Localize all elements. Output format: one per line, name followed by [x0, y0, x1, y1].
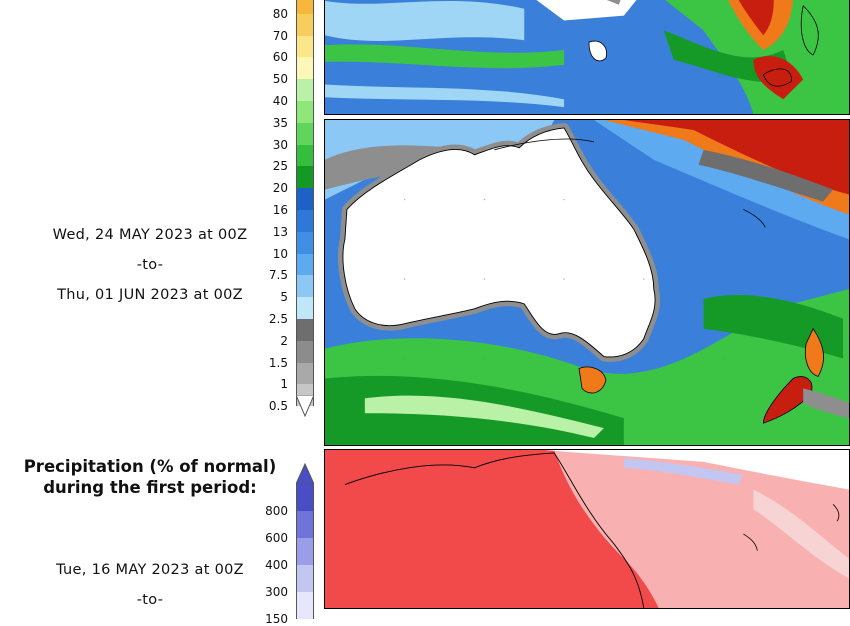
precip-legend-tick-label: 30	[272, 137, 288, 152]
precip-legend-tick-label: 7.5	[268, 268, 288, 283]
period-start-date: Wed, 24 MAY 2023 at 00Z	[52, 227, 248, 243]
percent-normal-map	[324, 449, 850, 609]
percent-legend-tick-label: 150	[265, 612, 288, 626]
percent-legend-swatch	[296, 538, 314, 565]
percent-legend-tick-label: 400	[265, 558, 288, 572]
precip-legend-swatch	[296, 210, 314, 232]
precip-legend-tick-label: 0.5	[268, 399, 288, 414]
precip-legend-tick-label: 1.5	[268, 355, 288, 370]
precip-legend-swatch	[296, 13, 314, 36]
precip-legend-swatch	[296, 122, 314, 145]
precip-legend-swatch	[296, 319, 314, 341]
precip-legend-tick-label: 13	[272, 224, 288, 239]
precip-legend-tick-label: 40	[272, 94, 288, 108]
precip-legend-tick-label: 50	[272, 72, 288, 87]
period-end-date: Thu, 01 JUN 2023 at 00Z	[57, 287, 243, 303]
precip-legend-tick-label: 25	[272, 159, 288, 174]
precip-legend-swatch	[296, 253, 314, 276]
percent-normal-colorbar: 800 600 400 300 150	[265, 484, 314, 626]
percent-legend-tick-label: 800	[265, 504, 288, 518]
precip-legend-tick-label: 10	[272, 246, 288, 261]
precip-legend-swatch	[296, 231, 314, 254]
precip-legend-swatch	[296, 297, 314, 319]
precip-legend-swatch	[296, 0, 314, 14]
precip-legend-tick-label: 16	[272, 203, 288, 217]
precip-legend-swatch	[296, 188, 314, 210]
section-title-line-2: during the first period:	[43, 478, 257, 497]
percent-legend-tick-label: 600	[265, 531, 288, 545]
precip-legend-tick-label: 70	[272, 28, 288, 43]
colorbar-bottom-arrow	[296, 395, 314, 417]
precip-legend-swatch	[296, 362, 314, 385]
precip-legend-tick-label: 5	[280, 290, 288, 305]
precip-legend-tick-label: 2.5	[268, 312, 288, 326]
precip-map-previous-panel	[324, 0, 850, 115]
precip-legend-swatch	[296, 340, 314, 363]
precip-legend-swatch	[296, 144, 314, 167]
precip-colorbar-top: 80 70 60 50 40 35 30 25 20 16 13 10 7.5 5 2.5 2 1.5 1 0.5	[269, 0, 314, 413]
precip-legend-swatch	[296, 101, 314, 123]
precip-legend-swatch	[296, 57, 314, 80]
precip-legend-tick-label: 20	[272, 181, 288, 196]
precip-legend-tick-label: 80	[272, 6, 288, 21]
percent-legend-swatch	[296, 592, 314, 619]
precip-legend-tick-label: 1	[280, 377, 288, 392]
percent-legend-tick-label: 300	[265, 585, 288, 599]
precip-legend-tick-label: 35	[272, 115, 288, 130]
section-title: Precipitation (% of normal) during the fi…	[0, 456, 300, 498]
precip-legend-swatch	[296, 79, 314, 101]
precip-legend-swatch	[296, 275, 314, 298]
period-to-separator: -to-	[136, 257, 164, 273]
first-period-to-separator: -to-	[136, 592, 164, 608]
precip-legend-swatch	[296, 166, 314, 189]
percent-legend-swatch	[296, 565, 314, 592]
precip-map-current-period	[324, 119, 850, 446]
first-period-start-date: Tue, 16 MAY 2023 at 00Z	[56, 562, 244, 578]
percent-legend-swatch	[296, 484, 314, 511]
precip-legend-swatch	[296, 35, 314, 58]
percent-legend-swatch	[296, 511, 314, 538]
precip-legend-tick-label: 2	[280, 333, 288, 348]
section-title-line-1: Precipitation (% of normal)	[23, 457, 277, 476]
colorbar-top-arrow	[296, 463, 314, 485]
precip-legend-tick-label: 60	[272, 50, 288, 65]
